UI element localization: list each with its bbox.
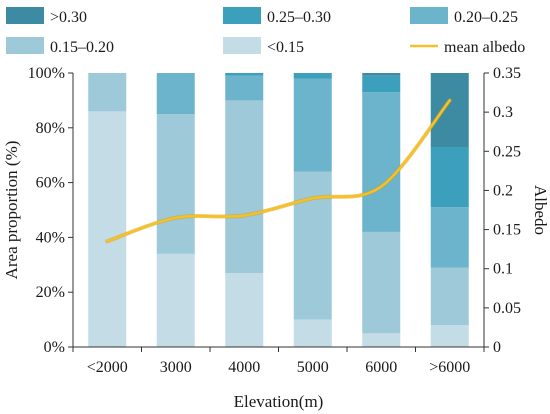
bar-segment-2-0 bbox=[225, 273, 264, 347]
bar-segment-4-4 bbox=[362, 73, 401, 76]
y-tick-label: 20% bbox=[36, 284, 65, 301]
legend: >0.30 0.25–0.30 0.20–0.25 0.15–0.20 <0.15 mea… bbox=[6, 7, 525, 56]
legend-item: 0.15–0.20 bbox=[6, 37, 114, 56]
bar-segment-2-3 bbox=[225, 73, 264, 76]
bar-segment-5-4 bbox=[430, 73, 469, 147]
bar-segment-1-0 bbox=[156, 253, 195, 347]
bar-segment-0-1 bbox=[88, 73, 127, 112]
legend-item: 0.20–0.25 bbox=[410, 7, 518, 26]
y-tick-label: 40% bbox=[36, 229, 65, 246]
albedo-line-layer bbox=[105, 98, 452, 244]
axes: 0% 20% 40% 60% 80% 100% 0 0.05 0.1 0.15 0.2 0.25 0.3… bbox=[28, 65, 521, 376]
bar-segment-2-1 bbox=[225, 100, 264, 274]
legend-item: 0.25–0.30 bbox=[223, 7, 331, 26]
bar-segment-5-1 bbox=[430, 267, 469, 326]
legend-label: <0.15 bbox=[267, 39, 304, 56]
legend-label: >0.30 bbox=[50, 9, 87, 26]
y2-tick-label: 0.3 bbox=[493, 104, 513, 121]
y2-tick-label: 0.05 bbox=[493, 300, 521, 317]
bar-segment-3-3 bbox=[293, 73, 332, 79]
bar-segment-4-2 bbox=[362, 92, 401, 232]
x-tick-label: <2000 bbox=[87, 359, 128, 376]
bars bbox=[88, 73, 469, 347]
x-axis-title: Elevation(m) bbox=[234, 392, 324, 411]
y2-tick-label: 0 bbox=[493, 339, 501, 356]
bar-segment-5-2 bbox=[430, 207, 469, 268]
x-tick-label: 6000 bbox=[365, 359, 397, 376]
y2-tick-label: 0.2 bbox=[493, 182, 513, 199]
bar-segment-0-0 bbox=[88, 111, 127, 347]
y-tick-label: 80% bbox=[36, 120, 65, 137]
legend-swatch bbox=[6, 37, 44, 54]
y2-axis-title: Albedo bbox=[531, 185, 550, 235]
legend-item: <0.15 bbox=[223, 37, 304, 56]
legend-label: mean albedo bbox=[444, 39, 525, 56]
y-axis-title: Area proportion (%) bbox=[2, 141, 21, 280]
x-tick-label: 5000 bbox=[297, 359, 329, 376]
bar-segment-4-3 bbox=[362, 75, 401, 93]
y-tick-label: 100% bbox=[28, 65, 65, 82]
y2-tick-label: 0.35 bbox=[493, 65, 521, 82]
legend-swatch bbox=[6, 7, 44, 24]
legend-label: 0.20–0.25 bbox=[454, 9, 518, 26]
bar-segment-5-3 bbox=[430, 146, 469, 208]
bar-segment-5-0 bbox=[430, 325, 469, 347]
legend-swatch bbox=[223, 7, 261, 24]
y2-tick-label: 0.15 bbox=[493, 222, 521, 239]
legend-label: 0.25–0.30 bbox=[267, 9, 331, 26]
y2-tick-label: 0.25 bbox=[493, 143, 521, 160]
legend-item: >0.30 bbox=[6, 7, 87, 26]
y2-tick-label: 0.1 bbox=[493, 261, 513, 278]
y-tick-label: 60% bbox=[36, 175, 65, 192]
albedo-line bbox=[106, 99, 451, 243]
bar-segment-2-2 bbox=[225, 75, 264, 101]
bar-segment-4-1 bbox=[362, 231, 401, 334]
bar-segment-1-1 bbox=[156, 114, 195, 254]
legend-label: 0.15–0.20 bbox=[50, 39, 114, 56]
bar-segment-1-2 bbox=[156, 73, 195, 115]
bar-segment-4-0 bbox=[362, 333, 401, 347]
legend-item: mean albedo bbox=[410, 39, 525, 56]
x-tick-label: 3000 bbox=[160, 359, 192, 376]
x-tick-label: 4000 bbox=[228, 359, 260, 376]
bar-segment-3-1 bbox=[293, 171, 332, 320]
y-tick-label: 0% bbox=[44, 339, 65, 356]
bar-segment-3-2 bbox=[293, 78, 332, 172]
legend-swatch bbox=[223, 37, 261, 54]
legend-swatch bbox=[410, 7, 448, 24]
bar-segment-3-0 bbox=[293, 319, 332, 347]
x-tick-label: >6000 bbox=[429, 359, 470, 376]
